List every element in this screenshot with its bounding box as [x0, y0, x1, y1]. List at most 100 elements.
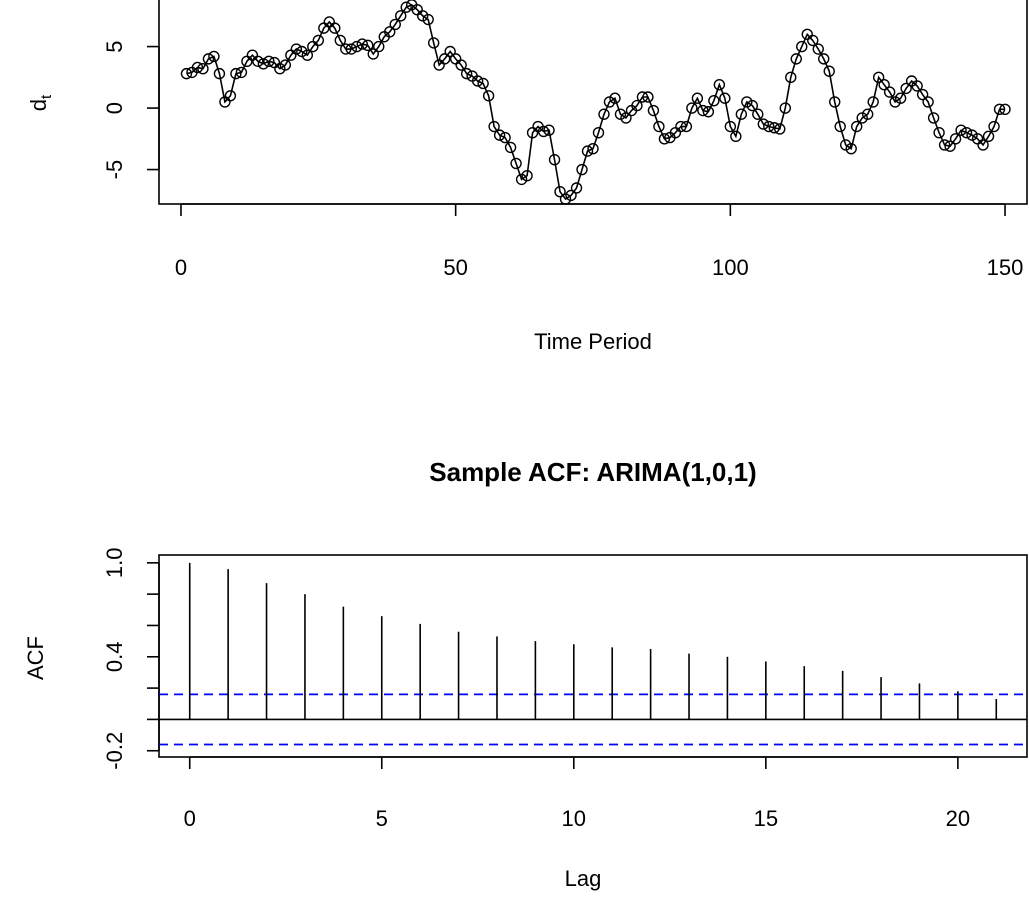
ts-data-point [570, 182, 583, 194]
ts-data-point [680, 120, 693, 133]
ts-data-point [356, 38, 368, 50]
ts-y-axis-title: dt [26, 94, 55, 111]
ts-data-point [812, 43, 824, 55]
ts-data-point [257, 58, 270, 70]
ts-y-tick-label: -5 [102, 160, 127, 180]
ts-data-point [988, 120, 1000, 133]
ts-data-point [191, 61, 204, 74]
ts-data-point [334, 34, 346, 47]
ts-data-point [235, 66, 248, 79]
ts-y-axis-title-subscript: t [38, 94, 55, 99]
ts-x-tick-label: 150 [987, 255, 1024, 280]
ts-data-point [779, 102, 791, 114]
ts-x-tick-label: 50 [443, 255, 467, 280]
ts-data-point [422, 13, 434, 26]
ts-data-point [861, 108, 874, 120]
ts-data-point [977, 139, 989, 151]
acf-x-tick-label: 20 [946, 806, 970, 831]
ts-axes: 0 50 100 150 -5 0 5 [102, 40, 1023, 280]
acf-x-axis-title: Lag [565, 866, 602, 891]
ts-data-point [263, 55, 275, 68]
acf-chart: Sample ACF: ARIMA(1,0,1) 0 5 10 15 20 -0.2 0.4… [23, 457, 1028, 891]
ts-data-point [867, 96, 879, 108]
acf-plot-frame [158, 554, 1028, 758]
ts-y-tick-label: 0 [102, 102, 127, 114]
ts-data-point [697, 104, 709, 117]
ts-data-point [444, 45, 456, 58]
ts-data-point [471, 75, 484, 87]
ts-data-point [938, 139, 951, 151]
ts-data-point [735, 108, 748, 120]
acf-y-tick-label: 1.0 [102, 548, 127, 579]
acf-chart-title: Sample ACF: ARIMA(1,0,1) [429, 457, 756, 487]
ts-data-point [829, 96, 841, 108]
ts-data-point [384, 26, 396, 38]
ts-data-point [576, 163, 588, 176]
ts-data-point [691, 92, 704, 104]
ts-data-point [510, 157, 522, 170]
ts-data-point [329, 22, 341, 34]
ts-data-point [752, 108, 764, 120]
ts-data-point [400, 1, 412, 13]
ts-data-point [999, 103, 1011, 116]
ts-data-point [279, 59, 292, 71]
ts-data-point [477, 77, 489, 90]
ts-data-point [774, 123, 786, 135]
ts-data-point [351, 40, 363, 53]
ts-data-point [460, 67, 473, 80]
ts-data-point [389, 18, 401, 31]
ts-data-point [312, 34, 325, 47]
ts-data-point [395, 10, 407, 22]
ts-data-point [581, 145, 594, 157]
ts-data-point [845, 142, 857, 155]
acf-x-tick-label: 0 [184, 806, 196, 831]
ts-x-tick-label: 100 [712, 255, 749, 280]
ts-data-point [455, 59, 467, 71]
ts-data-point [894, 92, 907, 104]
ts-data-point [658, 133, 671, 145]
ts-data-point [554, 185, 566, 198]
ts-data-point [916, 88, 929, 101]
ts-data-point [686, 102, 698, 114]
ts-data-point [724, 120, 737, 133]
ts-data-point [252, 55, 264, 68]
ts-data-point [949, 133, 962, 145]
ts-data-point [713, 78, 726, 91]
ts-data-point [933, 126, 945, 139]
ts-data-point [493, 129, 506, 141]
acf-bars [159, 562, 1027, 746]
ts-data-point [620, 112, 632, 124]
ts-data-point [883, 86, 896, 98]
ts-y-tick-label: 5 [102, 40, 127, 52]
ts-data-point [202, 53, 215, 65]
ts-data-point [796, 40, 808, 53]
ts-x-tick-label: 0 [175, 255, 187, 280]
ts-data-point [807, 34, 819, 47]
ts-data-point [213, 67, 226, 80]
ts-data-point [872, 71, 885, 84]
ts-data-point [197, 63, 209, 75]
ts-data-point [438, 53, 451, 65]
ts-data-point [982, 130, 995, 143]
ts-data-point [301, 49, 314, 61]
ts-x-axis-title: Time Period [534, 329, 652, 354]
ts-series [180, 0, 1011, 205]
ts-data-point [537, 125, 550, 138]
ts-data-point [911, 80, 923, 92]
ts-data-point [548, 154, 561, 166]
ts-data-point [224, 90, 237, 102]
ts-data-point [488, 120, 500, 133]
ts-data-point [180, 67, 193, 80]
ts-data-point [565, 189, 577, 202]
ts-data-point [927, 112, 940, 124]
ts-data-point [340, 43, 352, 55]
ts-data-point [944, 140, 956, 152]
acf-x-tick-label: 5 [376, 806, 388, 831]
ts-data-point [851, 120, 863, 133]
ts-data-point [960, 126, 973, 139]
ts-series-line [186, 3, 1006, 201]
ts-data-point [521, 170, 533, 182]
ts-y-axis-title-main: d [26, 99, 51, 111]
ts-data-point [362, 39, 374, 52]
